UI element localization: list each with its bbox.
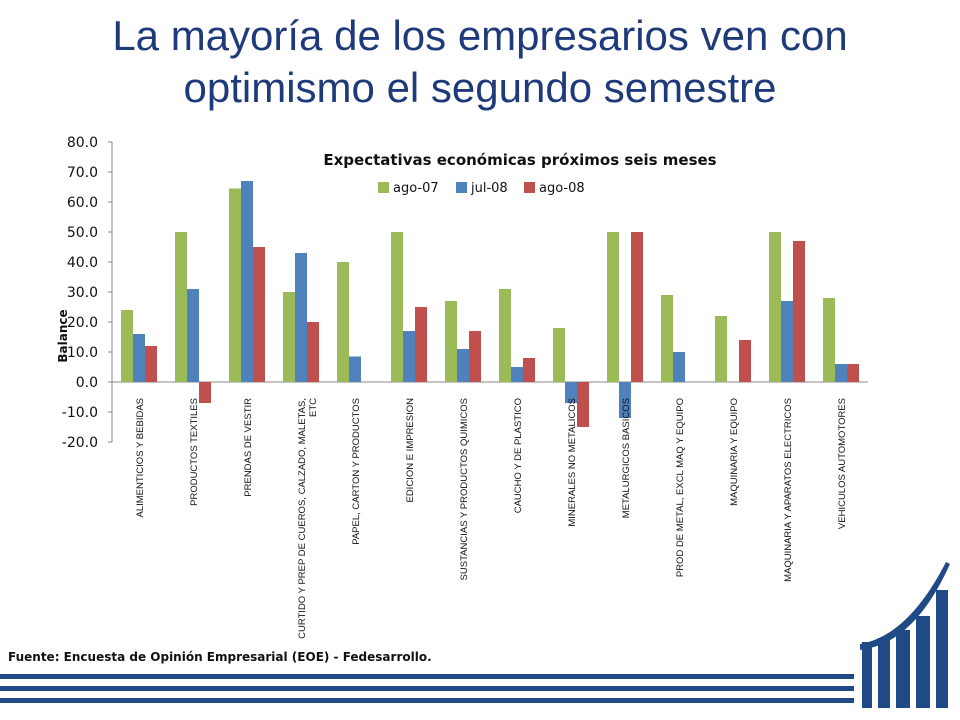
x-tick-label: PAPEL, CARTON Y PRODUCTOS [351, 398, 362, 545]
bar-ago-07-0 [121, 310, 133, 382]
y-tick-label: 50.0 [67, 225, 98, 241]
bar-ago-07-4 [337, 262, 349, 382]
footer-stripe-top [0, 674, 854, 679]
bar-ago-07-2 [229, 188, 241, 382]
bar-ago-08-1 [199, 382, 211, 403]
x-tick-label: PRODUCTOS TEXTILES [189, 398, 200, 506]
bar-jul-08-1 [187, 289, 199, 382]
legend-label-jul-08: jul-08 [470, 181, 508, 196]
bar-jul-08-4 [349, 356, 361, 382]
legend-swatch-ago-07 [378, 182, 389, 193]
y-tick-label: 20.0 [67, 315, 98, 331]
legend-swatch-ago-08 [524, 182, 535, 193]
legend-label-ago-07: ago-07 [393, 181, 439, 196]
y-tick-label: 70.0 [67, 165, 98, 181]
bar-ago-08-12 [793, 241, 805, 382]
bar-ago-07-8 [553, 328, 565, 382]
bar-ago-08-0 [145, 346, 157, 382]
x-tick-label: ALIMENTICIOS Y BEBIDAS [135, 398, 146, 518]
bar-jul-08-12 [781, 301, 793, 382]
bar-jul-08-7 [511, 367, 523, 382]
bar-jul-08-13 [835, 364, 847, 382]
bar-ago-07-9 [607, 232, 619, 382]
x-tick-label: PRENDAS DE VESTIR [243, 398, 254, 497]
y-tick-label: 0.0 [76, 375, 98, 391]
y-tick-label: -10.0 [62, 405, 98, 421]
bar-ago-08-2 [253, 247, 265, 382]
x-tick-label: CAUCHO Y DE PLASTICO [513, 398, 524, 513]
bar-ago-07-6 [445, 301, 457, 382]
x-tick-label: ETC [308, 398, 319, 417]
fedesarrollo-logo [860, 562, 950, 708]
bar-ago-07-13 [823, 298, 835, 382]
bar-jul-08-6 [457, 349, 469, 382]
bar-ago-08-6 [469, 331, 481, 382]
bar-ago-07-1 [175, 232, 187, 382]
bar-ago-08-8 [577, 382, 589, 427]
x-tick-label: CURTIDO Y PREP DE CUEROS, CALZADO, MALET… [297, 398, 308, 639]
y-tick-label: 40.0 [67, 255, 98, 271]
bar-ago-08-11 [739, 340, 751, 382]
legend-swatch-jul-08 [456, 182, 467, 193]
slide-title-line-1: La mayoría de los empresarios ven con [112, 12, 848, 59]
bar-ago-08-5 [415, 307, 427, 382]
x-tick-label: VEHICULOS AUTOMOTORES [837, 398, 848, 529]
bar-ago-08-13 [847, 364, 859, 382]
bar-ago-07-10 [661, 295, 673, 382]
bar-jul-08-8 [565, 382, 577, 403]
bar-ago-08-9 [631, 232, 643, 382]
bar-ago-07-7 [499, 289, 511, 382]
bar-jul-08-2 [241, 181, 253, 382]
x-tick-label: PROD DE METAL, EXCL MAQ Y EQUIPO [675, 398, 686, 577]
x-tick-label: MAQUINARIA Y EQUIPO [729, 398, 740, 506]
bar-jul-08-5 [403, 331, 415, 382]
bar-chart: 80.0 70.0 60.0 50.0 40.0 30.0 20.0 10.0 0.0 -10.0… [56, 135, 868, 639]
bar-ago-07-5 [391, 232, 403, 382]
y-tick-label: -20.0 [62, 435, 98, 451]
footer-stripe-bottom [0, 698, 854, 703]
bar-jul-08-3 [295, 253, 307, 382]
source-note: Fuente: Encuesta de Opinión Empresarial … [8, 650, 432, 664]
slide-title: La mayoría de los empresarios ven con op… [60, 10, 900, 114]
bar-ago-07-3 [283, 292, 295, 382]
x-tick-label: MAQUINARIA Y APARATOS ELECTRICOS [783, 398, 794, 582]
legend-label-ago-08: ago-08 [539, 181, 585, 196]
x-tick-label: MINERALES NO METALICOS [567, 398, 578, 527]
bar-ago-08-3 [307, 322, 319, 382]
y-axis-label: Balance [56, 309, 70, 362]
x-tick-label: METALURGICOS BASICOS [621, 398, 632, 518]
bar-ago-07-11 [715, 316, 727, 382]
bar-jul-08-0 [133, 334, 145, 382]
chart-title: Expectativas económicas próximos seis me… [323, 151, 716, 169]
slide-title-line-2: optimismo el segundo semestre [183, 64, 777, 111]
bar-ago-08-7 [523, 358, 535, 382]
y-tick-label: 80.0 [67, 135, 98, 151]
y-tick-label: 10.0 [67, 345, 98, 361]
y-tick-label: 30.0 [67, 285, 98, 301]
footer-stripe-middle [0, 686, 854, 691]
x-tick-label: SUSTANCIAS Y PRODUCTOS QUIMICOS [459, 398, 470, 580]
y-tick-label: 60.0 [67, 195, 98, 211]
bar-ago-07-12 [769, 232, 781, 382]
bar-jul-08-10 [673, 352, 685, 382]
x-tick-label: EDICION E IMPRESION [405, 398, 416, 503]
bar-jul-08-9 [619, 382, 631, 418]
